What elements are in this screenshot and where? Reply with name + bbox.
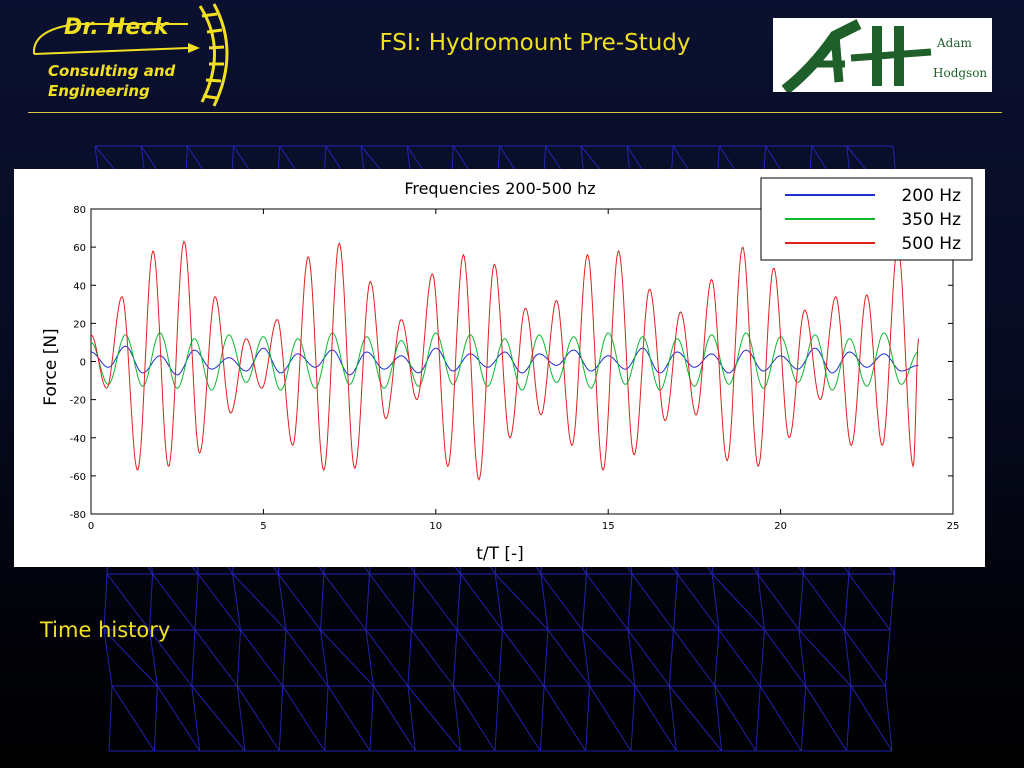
dr-heck-logo [28, 2, 233, 110]
chart-legend: 200 Hz 350 Hz 500 Hz [760, 177, 973, 261]
logo-name: Dr. Heck [64, 15, 169, 40]
header-divider [28, 112, 1002, 113]
y-tick-label: 20 [73, 319, 86, 330]
series-line-1 [90, 332, 919, 391]
x-tick-label: 25 [947, 521, 960, 532]
adam-hodgson-logo: Adam Hodgson [773, 18, 992, 92]
x-tick-label: 5 [260, 521, 266, 532]
logo-tagline-line1: Consulting and [48, 62, 176, 80]
x-tick-label: 20 [774, 521, 787, 532]
partner-logo-word1: Adam [937, 36, 972, 50]
chart-title: Frequencies 200-500 hz [404, 179, 595, 198]
y-tick-label: 0 [80, 358, 86, 369]
chart-x-axis-label: t/T [-] [476, 544, 524, 564]
time-history-chart: -80 -60 -40 -20 0 20 40 60 80 0 5 10 15 20 25 Frequen… [41, 177, 973, 564]
y-tick-label: -20 [70, 396, 86, 407]
legend-label: 200 Hz [901, 186, 961, 206]
series-line-0 [90, 345, 919, 376]
series-line-2 [90, 240, 919, 481]
x-tick-label: 10 [429, 521, 442, 532]
chart-y-axis-label: Force [N] [41, 328, 61, 405]
partner-logo-word2: Hodgson [933, 66, 988, 80]
x-tick-label: 0 [88, 521, 94, 532]
y-tick-label: -40 [70, 434, 86, 445]
chart-panel: -80 -60 -40 -20 0 20 40 60 80 0 5 10 15 20 25 Frequen… [14, 169, 985, 567]
y-tick-label: 80 [73, 205, 86, 216]
slide-caption: Time history [40, 618, 171, 642]
y-tick-label: -80 [70, 510, 86, 521]
x-tick-label: 15 [602, 521, 615, 532]
logo-tagline-line2: Engineering [48, 82, 150, 100]
slide-title: FSI: Hydromount Pre-Study [379, 30, 691, 56]
legend-label: 350 Hz [901, 210, 961, 230]
logo-tagline: Consulting and Engineering [48, 61, 208, 101]
legend-label: 500 Hz [901, 234, 961, 254]
y-tick-label: 60 [73, 243, 86, 254]
y-tick-label: 40 [73, 281, 86, 292]
y-tick-label: -60 [70, 472, 86, 483]
